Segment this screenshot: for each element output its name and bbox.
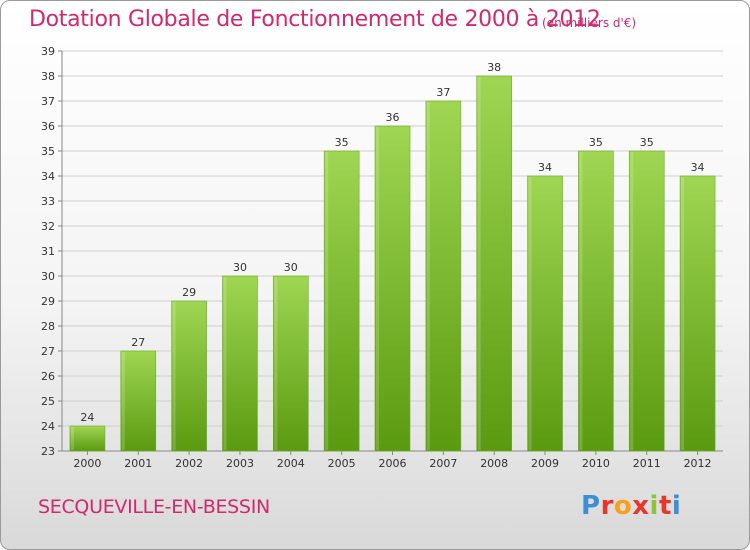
x-tick-label-2002: 2002 bbox=[175, 457, 203, 470]
data-label-2004: 30 bbox=[284, 261, 298, 274]
proxiti-logo[interactable]: Proxiti bbox=[581, 491, 681, 521]
bar-2009 bbox=[527, 175, 563, 452]
bar-highlight bbox=[172, 302, 176, 450]
data-label-2007: 37 bbox=[436, 86, 450, 99]
x-tick-label-2007: 2007 bbox=[429, 457, 457, 470]
bar-2002 bbox=[171, 300, 207, 452]
bar-2012 bbox=[679, 175, 716, 452]
bar-highlight bbox=[274, 277, 278, 450]
bar-2003 bbox=[222, 275, 258, 452]
data-label-2009: 34 bbox=[538, 161, 552, 174]
y-tick-label: 36 bbox=[41, 120, 55, 133]
logo-letter: i bbox=[671, 491, 682, 521]
bar-highlight bbox=[477, 77, 481, 450]
bar-highlight bbox=[70, 427, 74, 450]
y-tick-label: 38 bbox=[41, 70, 55, 83]
bar-highlight bbox=[376, 127, 379, 450]
bar-2001 bbox=[120, 350, 157, 452]
y-tick-label: 23 bbox=[41, 445, 55, 458]
bar-highlight bbox=[579, 152, 583, 450]
y-tick-label: 33 bbox=[41, 195, 55, 208]
logo-letter: r bbox=[600, 491, 614, 521]
y-tick-label: 26 bbox=[41, 370, 55, 383]
data-label-2001: 27 bbox=[131, 336, 145, 349]
chart-unit-note: (en milliers d'€) bbox=[542, 16, 637, 30]
logo-letter: t bbox=[658, 491, 672, 521]
commune-name: SECQUEVILLE-EN-BESSIN bbox=[38, 496, 270, 518]
logo-letter: i bbox=[649, 491, 659, 521]
bar-highlight bbox=[426, 102, 430, 450]
chart-title: Dotation Globale de Fonctionnement de 20… bbox=[29, 7, 601, 32]
bar-highlight bbox=[223, 277, 227, 450]
bar-2006 bbox=[374, 125, 411, 452]
y-tick-label: 30 bbox=[41, 270, 55, 283]
y-tick-label: 39 bbox=[41, 45, 55, 58]
x-tick-label-2010: 2010 bbox=[582, 457, 610, 470]
bar-2007 bbox=[425, 100, 462, 452]
bar-2011 bbox=[628, 150, 665, 452]
bar-2008 bbox=[476, 75, 512, 452]
data-label-2005: 35 bbox=[335, 136, 349, 149]
bars bbox=[69, 75, 716, 452]
bar-2004 bbox=[273, 275, 309, 452]
y-tick-label: 34 bbox=[41, 170, 55, 183]
x-tick-label-2001: 2001 bbox=[124, 457, 152, 470]
x-tick-label-2009: 2009 bbox=[531, 457, 559, 470]
data-label-2011: 35 bbox=[640, 136, 654, 149]
bar-highlight bbox=[528, 177, 532, 450]
logo-letter: P bbox=[581, 491, 601, 521]
y-tick-label: 29 bbox=[41, 295, 55, 308]
y-tick-label: 28 bbox=[41, 320, 55, 333]
logo-letter: o bbox=[613, 491, 633, 521]
x-tick-label-2006: 2006 bbox=[379, 457, 407, 470]
data-label-2002: 29 bbox=[182, 286, 196, 299]
x-tick-label-2005: 2005 bbox=[328, 457, 356, 470]
data-label-2012: 34 bbox=[691, 161, 705, 174]
y-tick-label: 25 bbox=[41, 395, 55, 408]
x-tick-label-2003: 2003 bbox=[226, 457, 254, 470]
bar-highlight bbox=[325, 152, 329, 450]
bar-highlight bbox=[121, 352, 125, 450]
bar-highlight bbox=[630, 152, 634, 450]
data-label-2006: 36 bbox=[386, 111, 400, 124]
x-tick-label-2004: 2004 bbox=[277, 457, 305, 470]
y-tick-label: 35 bbox=[41, 145, 55, 158]
bar-2010 bbox=[578, 150, 614, 452]
logo-letter: x bbox=[632, 491, 650, 521]
bar-highlight bbox=[681, 177, 685, 450]
y-tick-label: 27 bbox=[41, 345, 55, 358]
y-tick-label: 37 bbox=[41, 95, 55, 108]
bar-2000 bbox=[69, 425, 106, 452]
data-label-2003: 30 bbox=[233, 261, 247, 274]
data-label-2000: 24 bbox=[80, 411, 94, 424]
x-tick-label-2008: 2008 bbox=[480, 457, 508, 470]
data-label-2010: 35 bbox=[589, 136, 603, 149]
tick-labels: 23 24 25 26 27 28 29 30 31 32 33 34 35 36 37 38 39 2000 20… bbox=[41, 45, 712, 470]
y-tick-label: 24 bbox=[41, 420, 55, 433]
bar-2005 bbox=[323, 150, 360, 452]
data-label-2008: 38 bbox=[487, 61, 501, 74]
y-tick-label: 31 bbox=[41, 245, 55, 258]
data-labels: 24 27 29 30 30 35 36 37 38 34 35 35 34 bbox=[80, 61, 704, 424]
y-tick-label: 32 bbox=[41, 220, 55, 233]
x-tick-label-2011: 2011 bbox=[633, 457, 661, 470]
x-tick-label-2000: 2000 bbox=[73, 457, 101, 470]
x-tick-label-2012: 2012 bbox=[684, 457, 712, 470]
